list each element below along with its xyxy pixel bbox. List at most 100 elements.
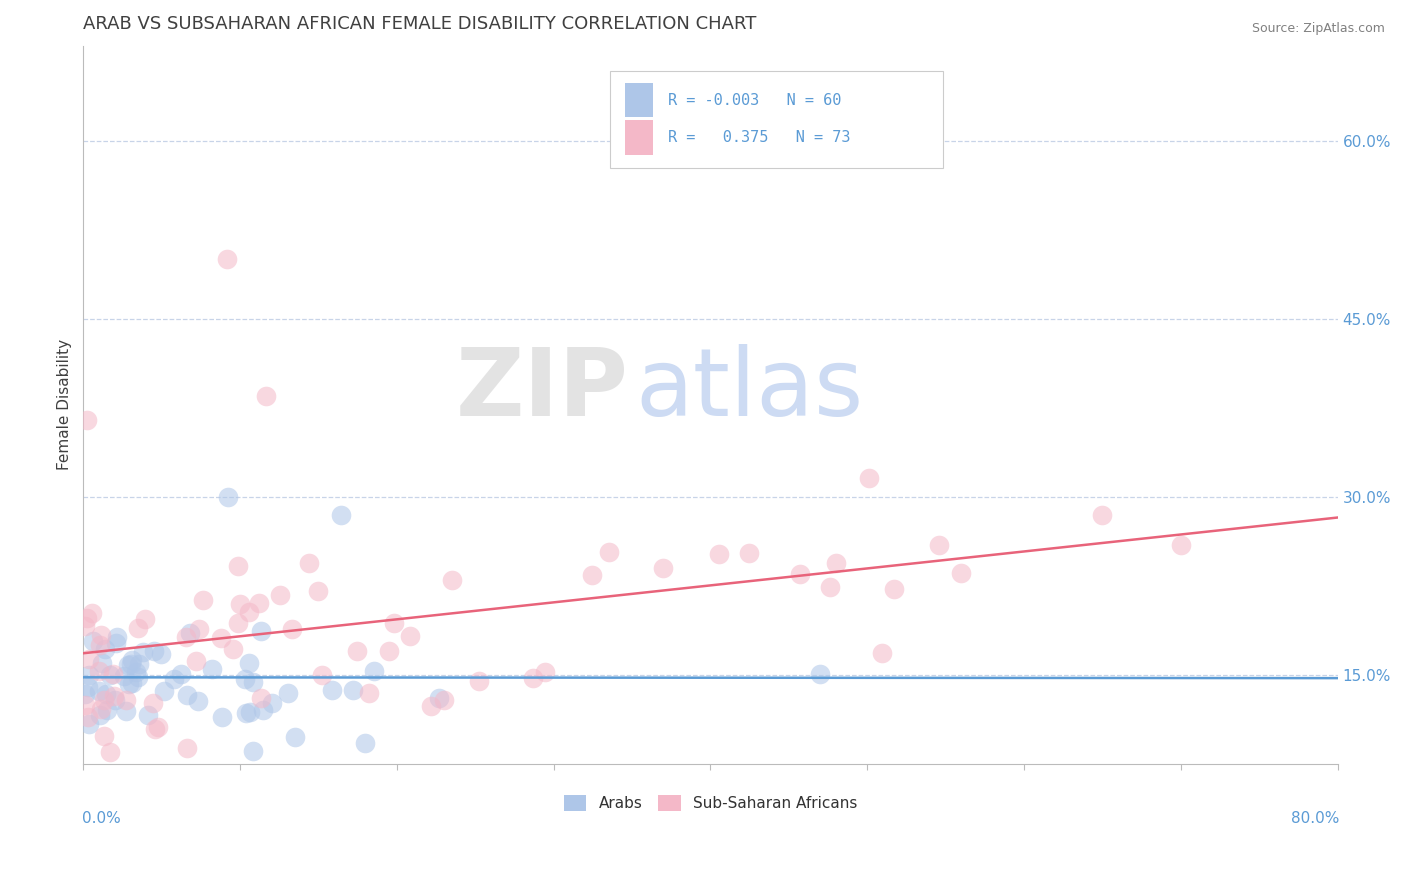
Point (249, 624, 271, 638)
Point (82, 633, 104, 648)
Point (98, 668, 121, 682)
Point (89, 707, 111, 722)
Point (211, 710, 233, 724)
Bar (626, 120, 652, 155)
Point (284, 731, 307, 745)
Point (90, 701, 112, 715)
Text: Source: ZipAtlas.com: Source: ZipAtlas.com (1251, 22, 1385, 36)
Point (354, 736, 377, 750)
Point (105, 636, 128, 650)
Legend: Arabs, Sub-Saharan Africans: Arabs, Sub-Saharan Africans (557, 789, 863, 817)
Point (89, 683, 111, 698)
Point (79, 652, 101, 666)
Point (262, 696, 284, 710)
Point (103, 666, 125, 681)
Point (105, 630, 128, 644)
Point (174, 631, 197, 645)
Point (132, 645, 155, 659)
Point (311, 668, 333, 682)
Point (247, 596, 270, 610)
Point (321, 682, 343, 697)
Point (176, 741, 198, 756)
Point (384, 616, 406, 631)
Point (235, 706, 257, 720)
Point (468, 674, 491, 689)
Point (76, 611, 98, 625)
Point (114, 704, 136, 718)
Point (228, 616, 250, 631)
Point (150, 647, 173, 661)
Point (598, 545, 620, 559)
Point (89, 638, 111, 652)
FancyBboxPatch shape (610, 70, 942, 168)
Point (103, 690, 125, 704)
Point (76, 412, 98, 426)
Point (522, 671, 544, 685)
Point (307, 583, 329, 598)
Point (872, 646, 894, 660)
Point (104, 693, 127, 707)
Point (215, 252, 238, 267)
Point (82, 606, 104, 620)
Text: atlas: atlas (636, 344, 863, 436)
Point (228, 558, 250, 573)
Point (330, 508, 353, 522)
Point (652, 560, 675, 574)
Text: R =   0.375   N = 73: R = 0.375 N = 73 (668, 130, 851, 145)
Point (134, 612, 156, 626)
Text: ARAB VS SUBSAHARAN AFRICAN FEMALE DISABILITY CORRELATION CHART: ARAB VS SUBSAHARAN AFRICAN FEMALE DISABI… (83, 15, 756, 33)
Text: 80.0%: 80.0% (1291, 811, 1339, 825)
Point (90, 628, 112, 642)
Point (94, 687, 117, 701)
Text: R = -0.003   N = 60: R = -0.003 N = 60 (668, 94, 841, 109)
Point (128, 657, 150, 672)
Point (127, 621, 149, 635)
Point (242, 674, 264, 689)
Point (222, 642, 245, 657)
Point (187, 694, 209, 708)
Point (440, 573, 463, 587)
Point (114, 693, 136, 707)
Point (201, 662, 224, 676)
Point (229, 597, 252, 611)
Point (824, 556, 846, 570)
Point (239, 705, 262, 719)
Point (883, 582, 905, 596)
Point (142, 696, 165, 710)
Point (191, 592, 214, 607)
Point (75, 687, 97, 701)
Point (73, 698, 96, 713)
Point (96, 703, 118, 717)
Point (94, 641, 117, 656)
Point (398, 629, 420, 643)
Point (346, 644, 368, 658)
Point (188, 622, 211, 636)
Point (342, 682, 364, 697)
Point (121, 676, 143, 690)
Point (143, 723, 166, 737)
Point (950, 566, 973, 581)
Point (238, 656, 260, 670)
Point (98, 745, 121, 759)
Point (737, 546, 759, 560)
Point (238, 605, 260, 619)
Point (242, 744, 264, 758)
Point (298, 557, 321, 571)
Text: ZIP: ZIP (456, 344, 628, 436)
Point (136, 708, 159, 723)
Point (252, 703, 274, 717)
Point (581, 568, 603, 582)
Point (176, 688, 198, 702)
Point (419, 699, 441, 714)
Point (357, 686, 380, 700)
Y-axis label: Female Disability: Female Disability (58, 339, 72, 470)
Point (433, 692, 456, 706)
Point (87, 664, 110, 678)
Point (928, 537, 950, 551)
Point (148, 720, 170, 734)
Point (77, 668, 100, 682)
Bar (626, 83, 652, 118)
Point (170, 667, 193, 681)
Point (120, 657, 142, 672)
Point (184, 654, 207, 668)
